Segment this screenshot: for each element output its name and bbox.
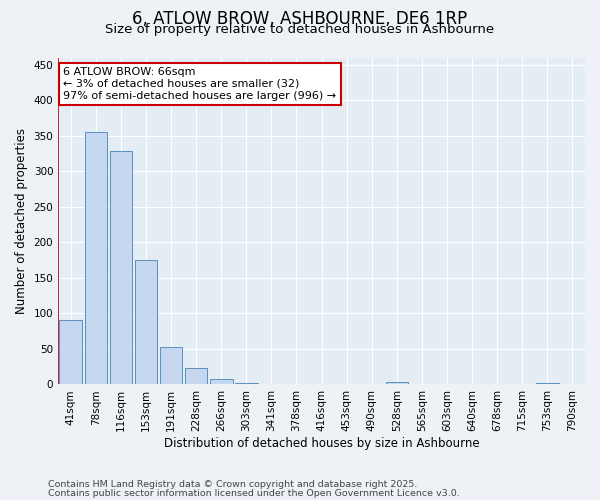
Bar: [386, 382, 408, 384]
Bar: [110, 152, 132, 384]
Bar: [134, 260, 157, 384]
Text: Contains public sector information licensed under the Open Government Licence v3: Contains public sector information licen…: [48, 488, 460, 498]
Text: Contains HM Land Registry data © Crown copyright and database right 2025.: Contains HM Land Registry data © Crown c…: [48, 480, 418, 489]
Bar: [85, 132, 107, 384]
Text: Size of property relative to detached houses in Ashbourne: Size of property relative to detached ho…: [106, 22, 494, 36]
X-axis label: Distribution of detached houses by size in Ashbourne: Distribution of detached houses by size …: [164, 437, 479, 450]
Bar: [210, 379, 233, 384]
Y-axis label: Number of detached properties: Number of detached properties: [15, 128, 28, 314]
Bar: [235, 383, 257, 384]
Text: 6 ATLOW BROW: 66sqm
← 3% of detached houses are smaller (32)
97% of semi-detache: 6 ATLOW BROW: 66sqm ← 3% of detached hou…: [64, 68, 337, 100]
Bar: [59, 320, 82, 384]
Bar: [185, 368, 208, 384]
Bar: [160, 348, 182, 385]
Text: 6, ATLOW BROW, ASHBOURNE, DE6 1RP: 6, ATLOW BROW, ASHBOURNE, DE6 1RP: [133, 10, 467, 28]
Bar: [536, 383, 559, 384]
